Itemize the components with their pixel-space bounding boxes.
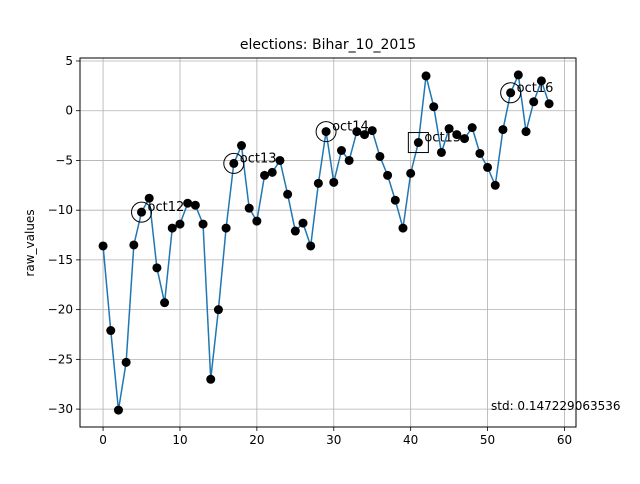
data-point: [175, 219, 185, 229]
annotation-circle-marker: [315, 121, 337, 143]
data-point: [283, 189, 293, 199]
annotation-label: oct15: [424, 131, 461, 146]
data-point: [198, 219, 208, 229]
data-point: [352, 127, 362, 137]
y-tick-label: −25: [48, 352, 73, 366]
grid-lines: [80, 58, 576, 427]
data-point: [313, 178, 323, 188]
data-point: [406, 168, 416, 178]
data-point: [290, 226, 300, 236]
data-point: [390, 195, 400, 205]
data-point: [506, 88, 516, 98]
chart-title: elections: Bihar_10_2015: [240, 37, 416, 53]
data-point: [490, 180, 500, 190]
data-point: [106, 326, 116, 336]
x-tick-label: 50: [480, 433, 495, 447]
data-point: [213, 305, 223, 315]
data-point: [267, 167, 277, 177]
x-tick-label: 60: [557, 433, 572, 447]
data-point: [252, 216, 262, 226]
annotation-circle-marker: [131, 201, 153, 223]
data-point: [513, 70, 523, 80]
x-tick-label: 40: [403, 433, 418, 447]
y-axis-label: raw_values: [23, 209, 37, 276]
y-tick-label: 0: [65, 104, 73, 118]
data-point: [329, 177, 339, 187]
y-tick-label: −10: [48, 203, 73, 217]
data-point: [260, 170, 270, 180]
y-tick-label: −30: [48, 402, 73, 416]
data-point: [144, 193, 154, 203]
data-point: [121, 357, 131, 367]
data-point: [498, 125, 508, 135]
data-point: [306, 241, 316, 251]
data-point: [367, 126, 377, 136]
y-tick-label: −20: [48, 303, 73, 317]
data-point: [544, 99, 554, 109]
data-point: [459, 134, 469, 144]
data-point: [421, 71, 431, 81]
data-point: [452, 130, 462, 140]
data-point: [444, 124, 454, 134]
annotation-label: oct16: [517, 81, 554, 96]
data-point: [398, 223, 408, 233]
data-point: [113, 405, 123, 415]
x-tick-label: 30: [326, 433, 341, 447]
annotations: oct12 oct13 oct14 oct15 oct16: [131, 81, 554, 223]
data-point: [383, 170, 393, 180]
annotation-square-marker: [407, 132, 429, 154]
plot-area-frame: [79, 57, 577, 428]
x-tick-label: 0: [99, 433, 107, 447]
data-point: [229, 158, 239, 168]
data-point: [275, 155, 285, 165]
data-point: [375, 151, 385, 161]
data-point: [298, 218, 308, 228]
data-point: [137, 207, 147, 217]
data-point: [244, 203, 254, 213]
annotation-label: oct12: [148, 200, 185, 215]
data-point: [129, 240, 139, 250]
data-point: [321, 127, 331, 137]
data-point: [529, 97, 539, 107]
x-tick-label: 10: [172, 433, 187, 447]
data-point: [413, 138, 423, 148]
annotation-circle-marker: [500, 82, 522, 104]
data-point: [190, 200, 200, 210]
y-tick-label: 5: [65, 54, 73, 68]
y-tick-label: −15: [48, 253, 73, 267]
std-note: std: 0.147229063536: [491, 399, 621, 413]
data-point: [475, 148, 485, 158]
data-point: [336, 145, 346, 155]
data-point: [521, 127, 531, 137]
data-point: [221, 223, 231, 233]
data-point: [536, 76, 546, 86]
data-point: [467, 123, 477, 133]
annotation-label: oct13: [240, 151, 277, 166]
data-point: [152, 263, 162, 273]
data-point: [98, 241, 108, 251]
data-point: [483, 162, 493, 172]
y-tick-label: −5: [55, 153, 73, 167]
data-point: [206, 374, 216, 384]
data-point: [429, 102, 439, 112]
data-point: [160, 298, 170, 308]
annotation-circle-marker: [223, 152, 245, 174]
x-tick-label: 20: [249, 433, 264, 447]
annotation-label: oct14: [332, 120, 369, 135]
data-point: [236, 141, 246, 151]
data-point: [167, 223, 177, 233]
data-point: [344, 155, 354, 165]
data-point: [360, 130, 370, 140]
data-point: [436, 147, 446, 157]
data-series: [98, 70, 554, 415]
data-point: [183, 198, 193, 208]
